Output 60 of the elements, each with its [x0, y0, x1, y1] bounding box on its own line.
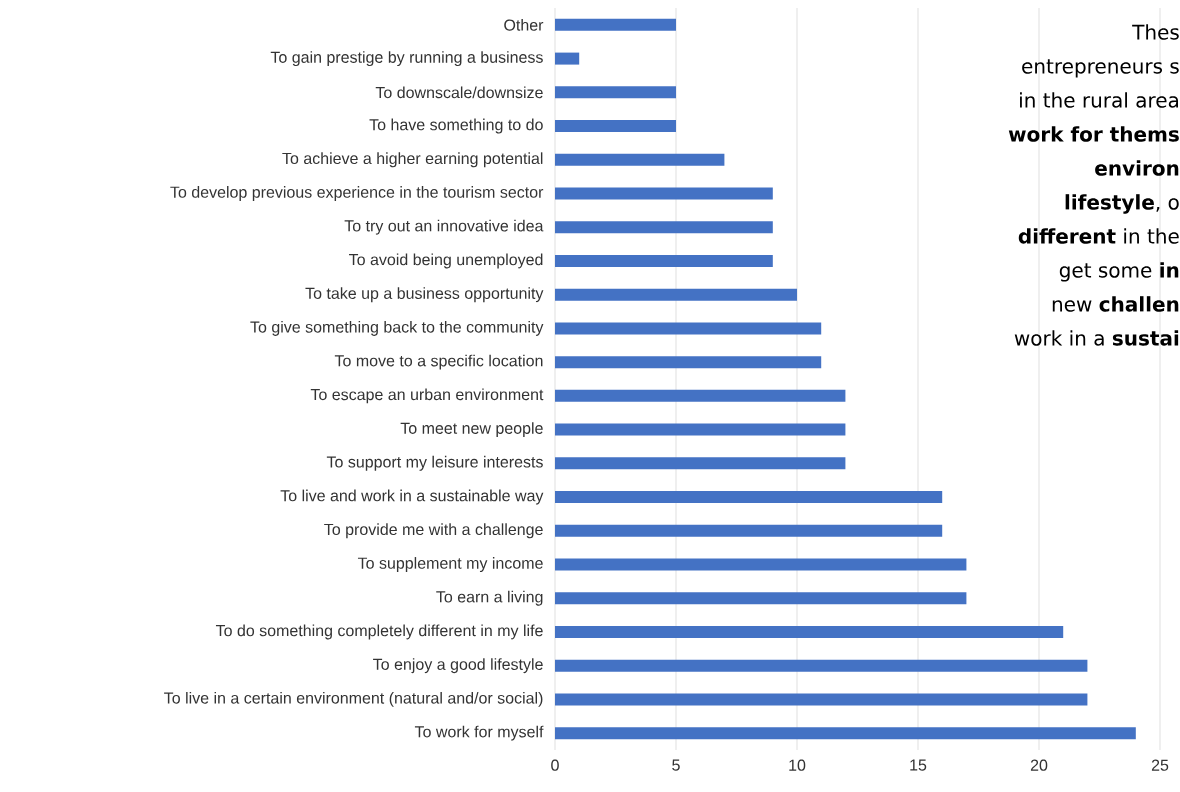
bar	[555, 120, 676, 133]
y-tick-label: To avoid being unemployed	[349, 253, 543, 269]
x-tick-label: 25	[1151, 759, 1169, 771]
y-tick-label: To downscale/downsize	[375, 86, 543, 99]
bar	[555, 659, 1088, 672]
y-tick-label: To work for myself	[414, 725, 544, 741]
y-tick-label: To provide me with a challenge	[324, 523, 543, 539]
y-tick-label: Other	[504, 18, 544, 31]
bar	[555, 187, 773, 200]
bar	[555, 389, 846, 402]
bar	[555, 322, 822, 335]
y-tick-label: To support my leisure interests	[326, 455, 543, 471]
x-tick-label: 10	[789, 759, 806, 771]
bar	[555, 356, 822, 369]
annotation: Thes	[1132, 24, 1179, 40]
y-tick-label: To live in a certain environment (natural and/or social)	[164, 691, 543, 707]
bar	[555, 558, 967, 571]
annotation: new challen	[1052, 296, 1179, 312]
bar	[555, 423, 846, 436]
bar	[555, 625, 1064, 638]
x-tick-label: 15	[910, 759, 927, 771]
y-tick-label: To have something to do	[369, 118, 543, 134]
annotation: lifestyle, o	[1065, 194, 1179, 214]
y-tick-label: To escape an urban environment	[310, 388, 544, 404]
y-tick-label: To supplement my income	[357, 557, 543, 572]
y-tick-label: To live and work in a sustainable way	[280, 489, 544, 505]
annotation: get some in	[1059, 262, 1179, 282]
bar	[555, 457, 846, 470]
bar	[555, 254, 773, 267]
annotation: in the rural area	[1020, 92, 1179, 108]
y-tick-label: To gain prestige by running a business	[270, 51, 543, 67]
annotation: work in a sustai	[1014, 330, 1179, 346]
y-tick-label: To earn a living	[436, 590, 543, 606]
y-tick-label: To achieve a higher earning potential	[282, 152, 543, 168]
bar	[555, 52, 580, 65]
bar	[555, 288, 797, 301]
y-tick-label: To move to a specific location	[334, 354, 543, 370]
x-tick-label: 5	[672, 759, 680, 771]
bar	[555, 18, 676, 31]
annotation: environ	[1095, 160, 1179, 176]
annotation: work for thems	[1008, 126, 1179, 142]
annotation: different in the	[1018, 228, 1179, 244]
y-tick-label: To try out an innovative idea	[344, 219, 544, 235]
y-tick-label: To develop previous experience in the tourism sector	[170, 186, 544, 201]
x-tick-label: 0	[551, 759, 559, 771]
y-tick-label: To give something back to the community	[250, 320, 544, 336]
y-tick-label: To do something completely different in my life	[215, 624, 543, 640]
y-tick-label: To take up a business opportunity	[305, 287, 544, 303]
bar	[555, 491, 943, 504]
bar	[555, 592, 967, 605]
x-tick-label: 20	[1030, 759, 1048, 771]
bar	[555, 221, 773, 234]
bar	[555, 153, 725, 166]
bar	[555, 86, 676, 99]
y-tick-label: To meet new people	[400, 422, 543, 438]
bar	[555, 693, 1088, 706]
y-tick-label: To enjoy a good lifestyle	[373, 658, 543, 674]
annotation: entrepreneurs s	[1022, 59, 1179, 78]
bar	[555, 524, 943, 537]
bar	[555, 727, 1136, 740]
